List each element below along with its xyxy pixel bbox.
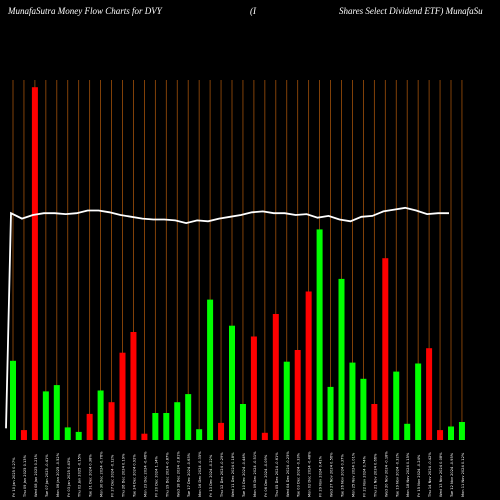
x-tick-label: Fri 13 Dec 2024 -0.22% bbox=[209, 454, 213, 497]
money-flow-bar bbox=[360, 378, 367, 440]
x-tick-label: Thu 05 Dec 2024 -0.61% bbox=[275, 452, 279, 498]
x-tick-label: Thu 21 Nov 2024 0.66% bbox=[373, 453, 377, 498]
x-tick-label: Mon 18 Nov 2024 0.15% bbox=[406, 452, 410, 497]
price-line bbox=[5, 206, 449, 429]
title-right: Shares Select Dividend ETF) MunafaSu bbox=[339, 6, 483, 16]
x-tick-label: Fri 10 Jan 2025 0.27% bbox=[12, 457, 16, 497]
x-tick-label: Wed 04 Dec 2024 -0.25% bbox=[286, 451, 290, 497]
money-flow-bar bbox=[382, 258, 389, 440]
money-flow-bar bbox=[108, 402, 115, 440]
money-flow-bar bbox=[239, 404, 246, 440]
x-tick-label: Fri 27 Dec 2024 -0.12% bbox=[111, 454, 115, 497]
money-flow-bar bbox=[10, 360, 16, 440]
money-flow-bar bbox=[458, 422, 465, 440]
money-flow-bar bbox=[75, 431, 82, 440]
x-tick-label: Thu 02 Jan 2025 -0.15% bbox=[78, 453, 82, 498]
title-left: MunafaSutra Money Flow Charts for DVY bbox=[8, 6, 162, 16]
x-tick-label: Tue 26 Nov 2024 0.37% bbox=[341, 454, 345, 498]
money-flow-bar bbox=[130, 332, 137, 440]
money-flow-bar bbox=[294, 350, 301, 440]
chart-title: MunafaSutra Money Flow Charts for DVY (I… bbox=[4, 6, 500, 20]
x-tick-label: Mon 30 Dec 2024 -0.76% bbox=[100, 451, 104, 497]
money-flow-bar bbox=[272, 314, 279, 440]
x-tick-label: Wed 20 Nov 2024 -0.18% bbox=[384, 451, 388, 497]
money-flow-bar bbox=[448, 426, 454, 440]
money-flow-bar bbox=[185, 394, 192, 440]
money-flow-bar bbox=[404, 423, 411, 440]
money-flow-bar bbox=[393, 371, 400, 440]
x-tick-label: Mon 25 Nov 2024 1.01% bbox=[351, 452, 355, 497]
money-flow-bar bbox=[316, 229, 323, 440]
x-tick-label: Tue 24 Dec 2024 0.92% bbox=[132, 454, 136, 498]
money-flow-bar bbox=[415, 363, 422, 440]
x-tick-label: Mon 11 Nov 2024 0.12% bbox=[461, 452, 465, 497]
money-flow-bar bbox=[338, 278, 345, 440]
x-tick-label: Mon 06 Jan 2025 -0.52% bbox=[56, 452, 60, 497]
money-flow-bar bbox=[196, 429, 203, 440]
x-tick-label: Thu 09 Jan 2025 0.13% bbox=[23, 454, 27, 498]
x-tick-label: Tue 19 Nov 2024 -0.32% bbox=[395, 452, 399, 498]
x-tick-label: Wed 11 Dec 2024 0.18% bbox=[231, 452, 235, 497]
x-tick-label: Fri 22 Nov 2024 0.74% bbox=[362, 455, 366, 497]
money-flow-bar bbox=[305, 291, 312, 440]
x-tick-label: Wed 13 Nov 2024 0.08% bbox=[439, 452, 443, 497]
x-tick-label: Wed 27 Nov 2024 0.56% bbox=[330, 452, 334, 497]
x-tick-label: Thu 26 Dec 2024 0.19% bbox=[122, 453, 126, 498]
money-flow-bar bbox=[119, 352, 126, 440]
x-tick-label: Tue 03 Dec 2024 -0.33% bbox=[297, 452, 301, 498]
x-tick-label: Mon 09 Dec 2024 -0.51% bbox=[253, 451, 257, 497]
money-flow-bar bbox=[174, 402, 181, 440]
x-tick-label: Tue 31 Dec 2024 0.38% bbox=[89, 454, 93, 498]
x-tick-label: Fri 06 Dec 2024 -0.09% bbox=[264, 454, 268, 497]
money-flow-bar bbox=[64, 427, 71, 440]
money-flow-bar bbox=[371, 404, 378, 440]
x-tick-label: Mon 02 Dec 2024 -0.48% bbox=[308, 451, 312, 497]
x-tick-label: Fri 20 Dec 2024 1.14% bbox=[154, 455, 158, 497]
x-tick-label: Fri 29 Nov 2024 0.41% bbox=[319, 455, 323, 497]
money-flow-bar bbox=[250, 336, 257, 440]
money-flow-bar bbox=[42, 391, 49, 440]
x-tick-label: Fri 03 Jan 2025 0.43% bbox=[67, 457, 71, 497]
money-flow-bar bbox=[86, 413, 93, 440]
money-flow-bar bbox=[426, 348, 433, 440]
money-flow-bar bbox=[53, 385, 60, 440]
x-tick-label: Tue 17 Dec 2024 -0.63% bbox=[187, 452, 191, 498]
x-tick-label: Tue 12 Nov 2024 -0.95% bbox=[450, 452, 454, 498]
money-flow-bar bbox=[31, 87, 38, 440]
money-flow-bar bbox=[437, 430, 444, 440]
x-tick-label: Wed 18 Dec 2024 -2.81% bbox=[176, 451, 180, 497]
money-flow-bar bbox=[283, 361, 290, 440]
money-flow-bar bbox=[163, 413, 170, 440]
x-tick-label: Wed 08 Jan 2025 0.21% bbox=[34, 453, 38, 497]
money-flow-bar bbox=[349, 362, 356, 440]
money-flow-bar bbox=[261, 432, 268, 440]
x-tick-label: Thu 14 Nov 2024 -0.42% bbox=[428, 452, 432, 498]
x-tick-label: Fri 15 Nov 2024 -0.24% bbox=[417, 454, 421, 497]
money-flow-bar bbox=[327, 386, 334, 440]
money-flow-bar bbox=[97, 390, 104, 440]
money-flow-bar bbox=[207, 299, 214, 440]
money-flow-bar bbox=[141, 433, 148, 440]
money-flow-bar bbox=[20, 430, 27, 440]
title-center: (I bbox=[250, 6, 256, 16]
money-flow-bar bbox=[152, 413, 159, 440]
money-flow-bar bbox=[218, 422, 225, 440]
x-tick-label: Tue 07 Jan 2025 -0.41% bbox=[45, 454, 49, 498]
x-tick-label: Mon 23 Dec 2024 -0.46% bbox=[143, 451, 147, 497]
x-tick-label: Thu 12 Dec 2024 -0.29% bbox=[220, 452, 224, 498]
x-tick-label: Tue 10 Dec 2024 -0.44% bbox=[242, 452, 246, 498]
money-flow-bar bbox=[229, 325, 235, 440]
x-tick-label: Thu 19 Dec 2024 -0.87% bbox=[165, 452, 169, 498]
x-tick-label: Mon 16 Dec 2024 -0.35% bbox=[198, 451, 202, 497]
